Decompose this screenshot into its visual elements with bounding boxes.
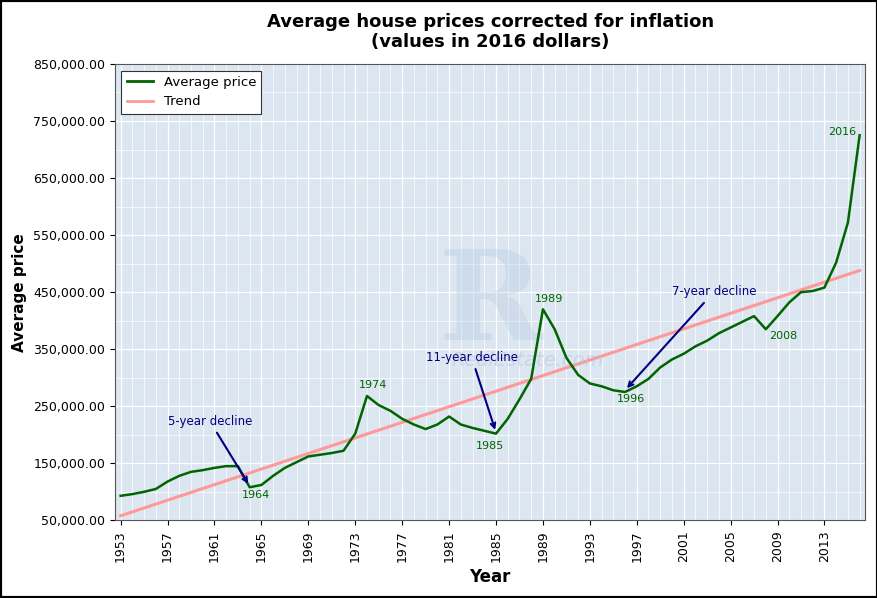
Average price bbox=[584, 380, 595, 387]
Text: 1996: 1996 bbox=[616, 393, 645, 404]
Text: 1985: 1985 bbox=[475, 441, 503, 451]
Y-axis label: Average price: Average price bbox=[12, 233, 27, 352]
Average price bbox=[525, 376, 536, 383]
Title: Average house prices corrected for inflation
(values in 2016 dollars): Average house prices corrected for infla… bbox=[267, 13, 713, 51]
Average price bbox=[420, 426, 431, 433]
Average price bbox=[479, 427, 489, 434]
Average price bbox=[115, 492, 125, 499]
Text: 11-year decline: 11-year decline bbox=[425, 350, 517, 428]
Text: 7-year decline: 7-year decline bbox=[628, 285, 756, 386]
Text: 1989: 1989 bbox=[534, 294, 562, 304]
Text: 1974: 1974 bbox=[358, 380, 387, 390]
Text: 2008: 2008 bbox=[768, 331, 796, 341]
Text: 5-year decline: 5-year decline bbox=[168, 414, 252, 482]
Text: R: R bbox=[438, 245, 541, 367]
Text: 1964: 1964 bbox=[241, 490, 269, 499]
Text: RealEstate.com: RealEstate.com bbox=[451, 351, 603, 370]
X-axis label: Year: Year bbox=[469, 568, 510, 585]
Average price bbox=[209, 464, 219, 471]
Legend: Average price, Trend: Average price, Trend bbox=[121, 71, 261, 114]
Average price bbox=[853, 132, 864, 139]
Text: 2016: 2016 bbox=[827, 127, 855, 138]
Average price bbox=[595, 383, 606, 390]
Line: Average price: Average price bbox=[120, 135, 859, 496]
